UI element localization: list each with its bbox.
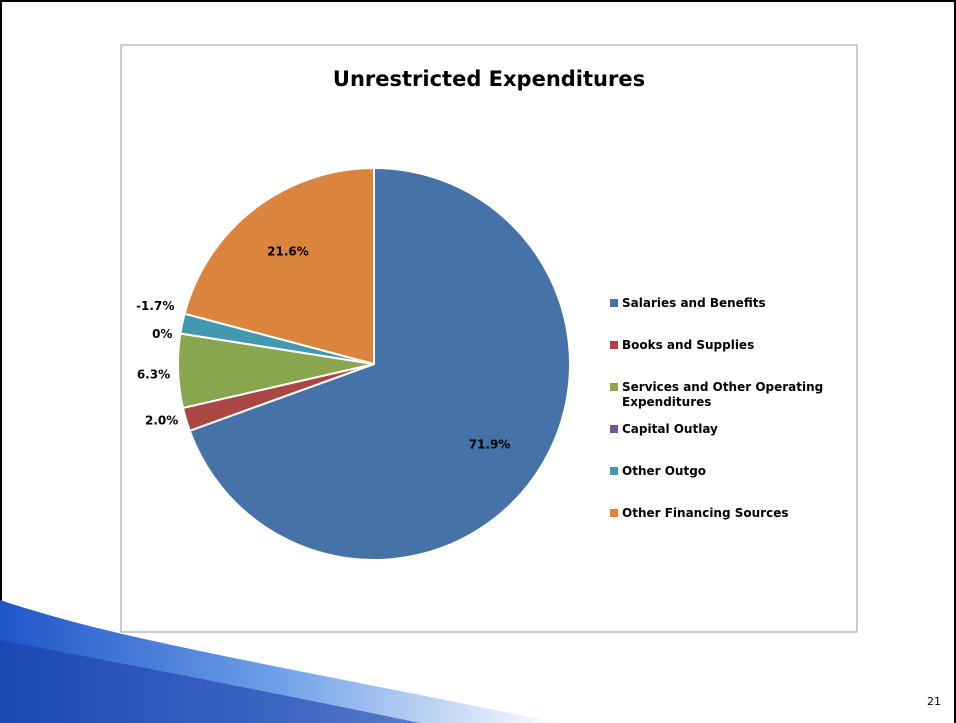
legend-swatch (610, 341, 618, 349)
legend-entry: Books and Supplies (610, 338, 847, 353)
legend-swatch (610, 467, 618, 475)
legend-entry: Salaries and Benefits (610, 296, 847, 311)
data-label: 21.6% (267, 245, 309, 259)
data-label: 71.9% (469, 438, 511, 452)
chart-title: Unrestricted Expenditures (333, 67, 645, 91)
decoration (0, 640, 420, 723)
legend-label: Capital Outlay (622, 422, 718, 436)
legend-swatch (610, 299, 618, 307)
legend-swatch (610, 425, 618, 433)
legend-entry: Capital Outlay (610, 422, 847, 437)
pie-slice (183, 166, 375, 366)
legend-swatch (610, 509, 618, 517)
legend-label: Books and Supplies (622, 338, 755, 352)
legend-entry: Other Financing Sources (610, 506, 847, 521)
legend-label: Other Financing Sources (622, 506, 789, 520)
legend-entry: Services and Other Operating Expenditure… (610, 380, 847, 410)
legend-label: Services and Other Operating Expenditure… (622, 380, 824, 409)
data-label: 2.0% (145, 414, 178, 428)
legend-entry: Other Outgo (610, 464, 847, 479)
legend-label: Other Outgo (622, 464, 707, 478)
legend-swatch (610, 383, 618, 391)
legend-label: Salaries and Benefits (622, 296, 766, 310)
data-label: 0% (152, 327, 172, 341)
pie-slice (188, 166, 571, 561)
slide-number: 21 (927, 695, 941, 708)
data-label: 6.3% (137, 368, 170, 382)
data-label: -1.7% (136, 299, 174, 313)
